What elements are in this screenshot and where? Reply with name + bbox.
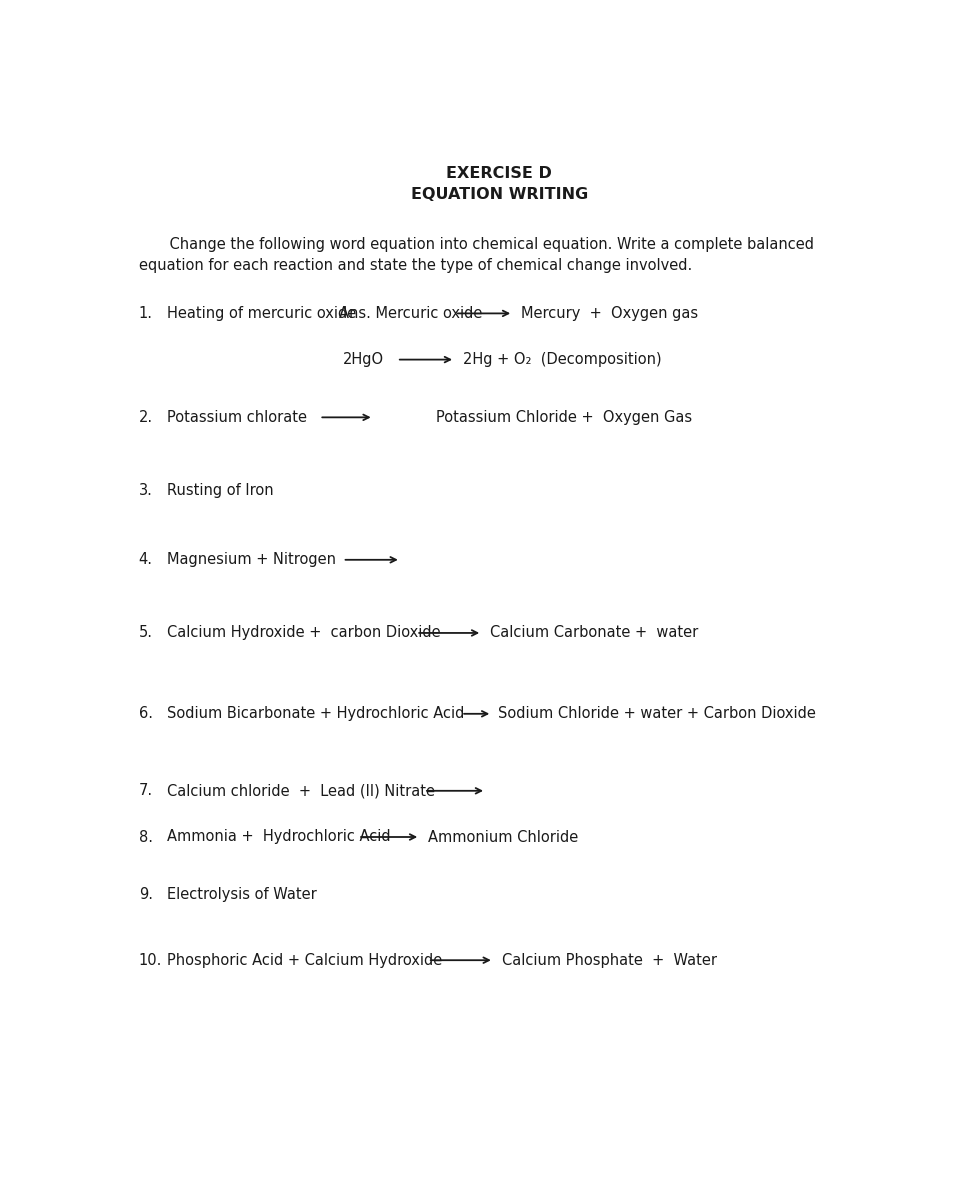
Text: EXERCISE D: EXERCISE D <box>446 166 552 181</box>
Text: 4.: 4. <box>139 552 153 568</box>
Text: Calcium Hydroxide +  carbon Dioxide: Calcium Hydroxide + carbon Dioxide <box>167 625 440 641</box>
Text: Potassium chlorate: Potassium chlorate <box>167 410 307 425</box>
Text: Calcium Carbonate +  water: Calcium Carbonate + water <box>490 625 698 641</box>
Text: 5.: 5. <box>139 625 153 641</box>
Text: Calcium chloride  +  Lead (II) Nitrate: Calcium chloride + Lead (II) Nitrate <box>167 784 434 798</box>
Text: Sodium Chloride + water + Carbon Dioxide: Sodium Chloride + water + Carbon Dioxide <box>499 707 816 721</box>
Text: 10.: 10. <box>139 953 163 967</box>
Text: Heating of mercuric oxide: Heating of mercuric oxide <box>167 306 356 320</box>
Text: Sodium Bicarbonate + Hydrochloric Acid: Sodium Bicarbonate + Hydrochloric Acid <box>167 707 464 721</box>
Text: Ans. Mercuric oxide: Ans. Mercuric oxide <box>339 306 482 320</box>
Text: Electrolysis of Water: Electrolysis of Water <box>167 887 317 902</box>
Text: Magnesium + Nitrogen: Magnesium + Nitrogen <box>167 552 336 568</box>
Text: Potassium Chloride +  Oxygen Gas: Potassium Chloride + Oxygen Gas <box>435 410 692 425</box>
Text: 8.: 8. <box>139 829 153 845</box>
Text: 2Hg + O₂  (Decomposition): 2Hg + O₂ (Decomposition) <box>463 352 661 367</box>
Text: EQUATION WRITING: EQUATION WRITING <box>411 186 587 202</box>
Text: Mercury  +  Oxygen gas: Mercury + Oxygen gas <box>521 306 698 320</box>
Text: 1.: 1. <box>139 306 153 320</box>
Text: Ammonium Chloride: Ammonium Chloride <box>428 829 579 845</box>
Text: 9.: 9. <box>139 887 153 902</box>
Text: 6.: 6. <box>139 707 153 721</box>
Text: 2HgO: 2HgO <box>343 352 384 367</box>
Text: 7.: 7. <box>139 784 153 798</box>
Text: 2.: 2. <box>139 410 153 425</box>
Text: Rusting of Iron: Rusting of Iron <box>167 482 274 498</box>
Text: Phosphoric Acid + Calcium Hydroxide: Phosphoric Acid + Calcium Hydroxide <box>167 953 442 967</box>
Text: equation for each reaction and state the type of chemical change involved.: equation for each reaction and state the… <box>139 258 693 274</box>
Text: Change the following word equation into chemical equation. Write a complete bala: Change the following word equation into … <box>151 236 814 252</box>
Text: Ammonia +  Hydrochloric Acid: Ammonia + Hydrochloric Acid <box>167 829 391 845</box>
Text: Calcium Phosphate  +  Water: Calcium Phosphate + Water <box>502 953 717 967</box>
Text: 3.: 3. <box>139 482 153 498</box>
